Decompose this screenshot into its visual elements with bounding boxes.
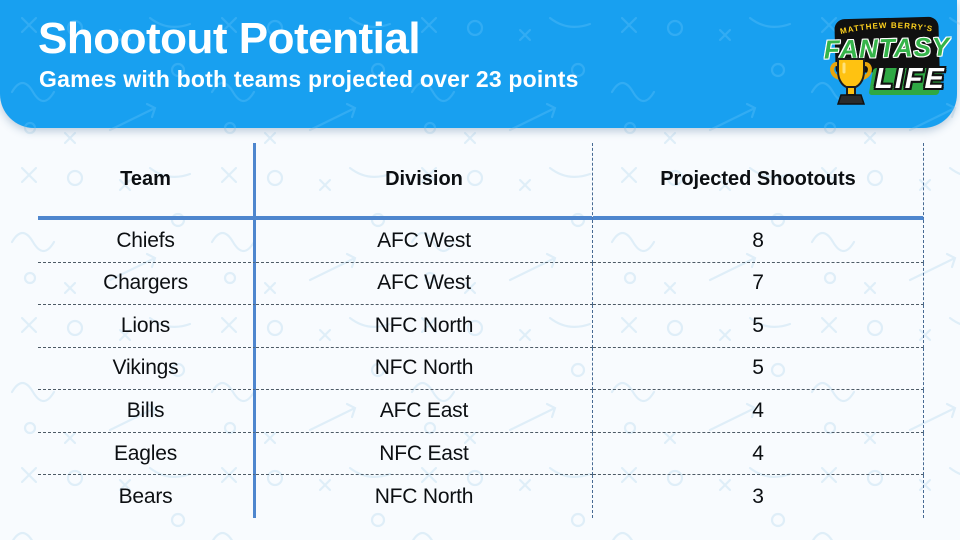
table-cell: NFC East (256, 432, 593, 476)
table-cell: AFC East (256, 390, 593, 433)
table-cell: 4 (593, 390, 924, 433)
table-cell: 7 (593, 262, 924, 306)
table-cell: Chargers (38, 262, 256, 306)
table-cell: AFC West (256, 220, 593, 263)
page-title: Shootout Potential (38, 14, 421, 63)
table-cell: AFC West (256, 262, 593, 306)
table-cell: Lions (38, 305, 256, 348)
table-cell: 8 (593, 220, 924, 263)
table-cell: 5 (593, 347, 924, 391)
banner-doodle-pattern (0, 0, 957, 128)
table-cell: NFC North (256, 305, 593, 348)
logo-brand-top: MATTHEW BERRY'S (839, 20, 934, 36)
logo-plate: MATTHEW BERRY'S FANTASY (824, 16, 951, 74)
table-cell: 5 (593, 305, 924, 348)
column-header-team: Team (38, 143, 256, 220)
table-cell: Bills (38, 390, 256, 433)
column-header-projected-shootouts: Projected Shootouts (593, 143, 924, 220)
logo-brand-sub: LIFE (875, 63, 946, 95)
table-cell: Chiefs (38, 220, 256, 263)
header-banner: Shootout Potential Games with both teams… (0, 0, 957, 128)
shootouts-table: Team Division Projected Shootouts Chiefs… (38, 143, 924, 518)
table-cell: Eagles (38, 432, 256, 476)
table-cell: NFC North (256, 347, 593, 391)
table-cell: Vikings (38, 347, 256, 391)
trophy-icon (830, 58, 872, 105)
page-subtitle: Games with both teams projected over 23 … (39, 66, 579, 92)
table-cell: 4 (593, 432, 924, 476)
table-cell: Bears (38, 475, 256, 518)
brand-logo: MATTHEW BERRY'S FANTASY LIFE (824, 16, 951, 110)
table-cell: 3 (593, 475, 924, 518)
table-cell: NFC North (256, 475, 593, 518)
column-header-division: Division (256, 143, 593, 220)
